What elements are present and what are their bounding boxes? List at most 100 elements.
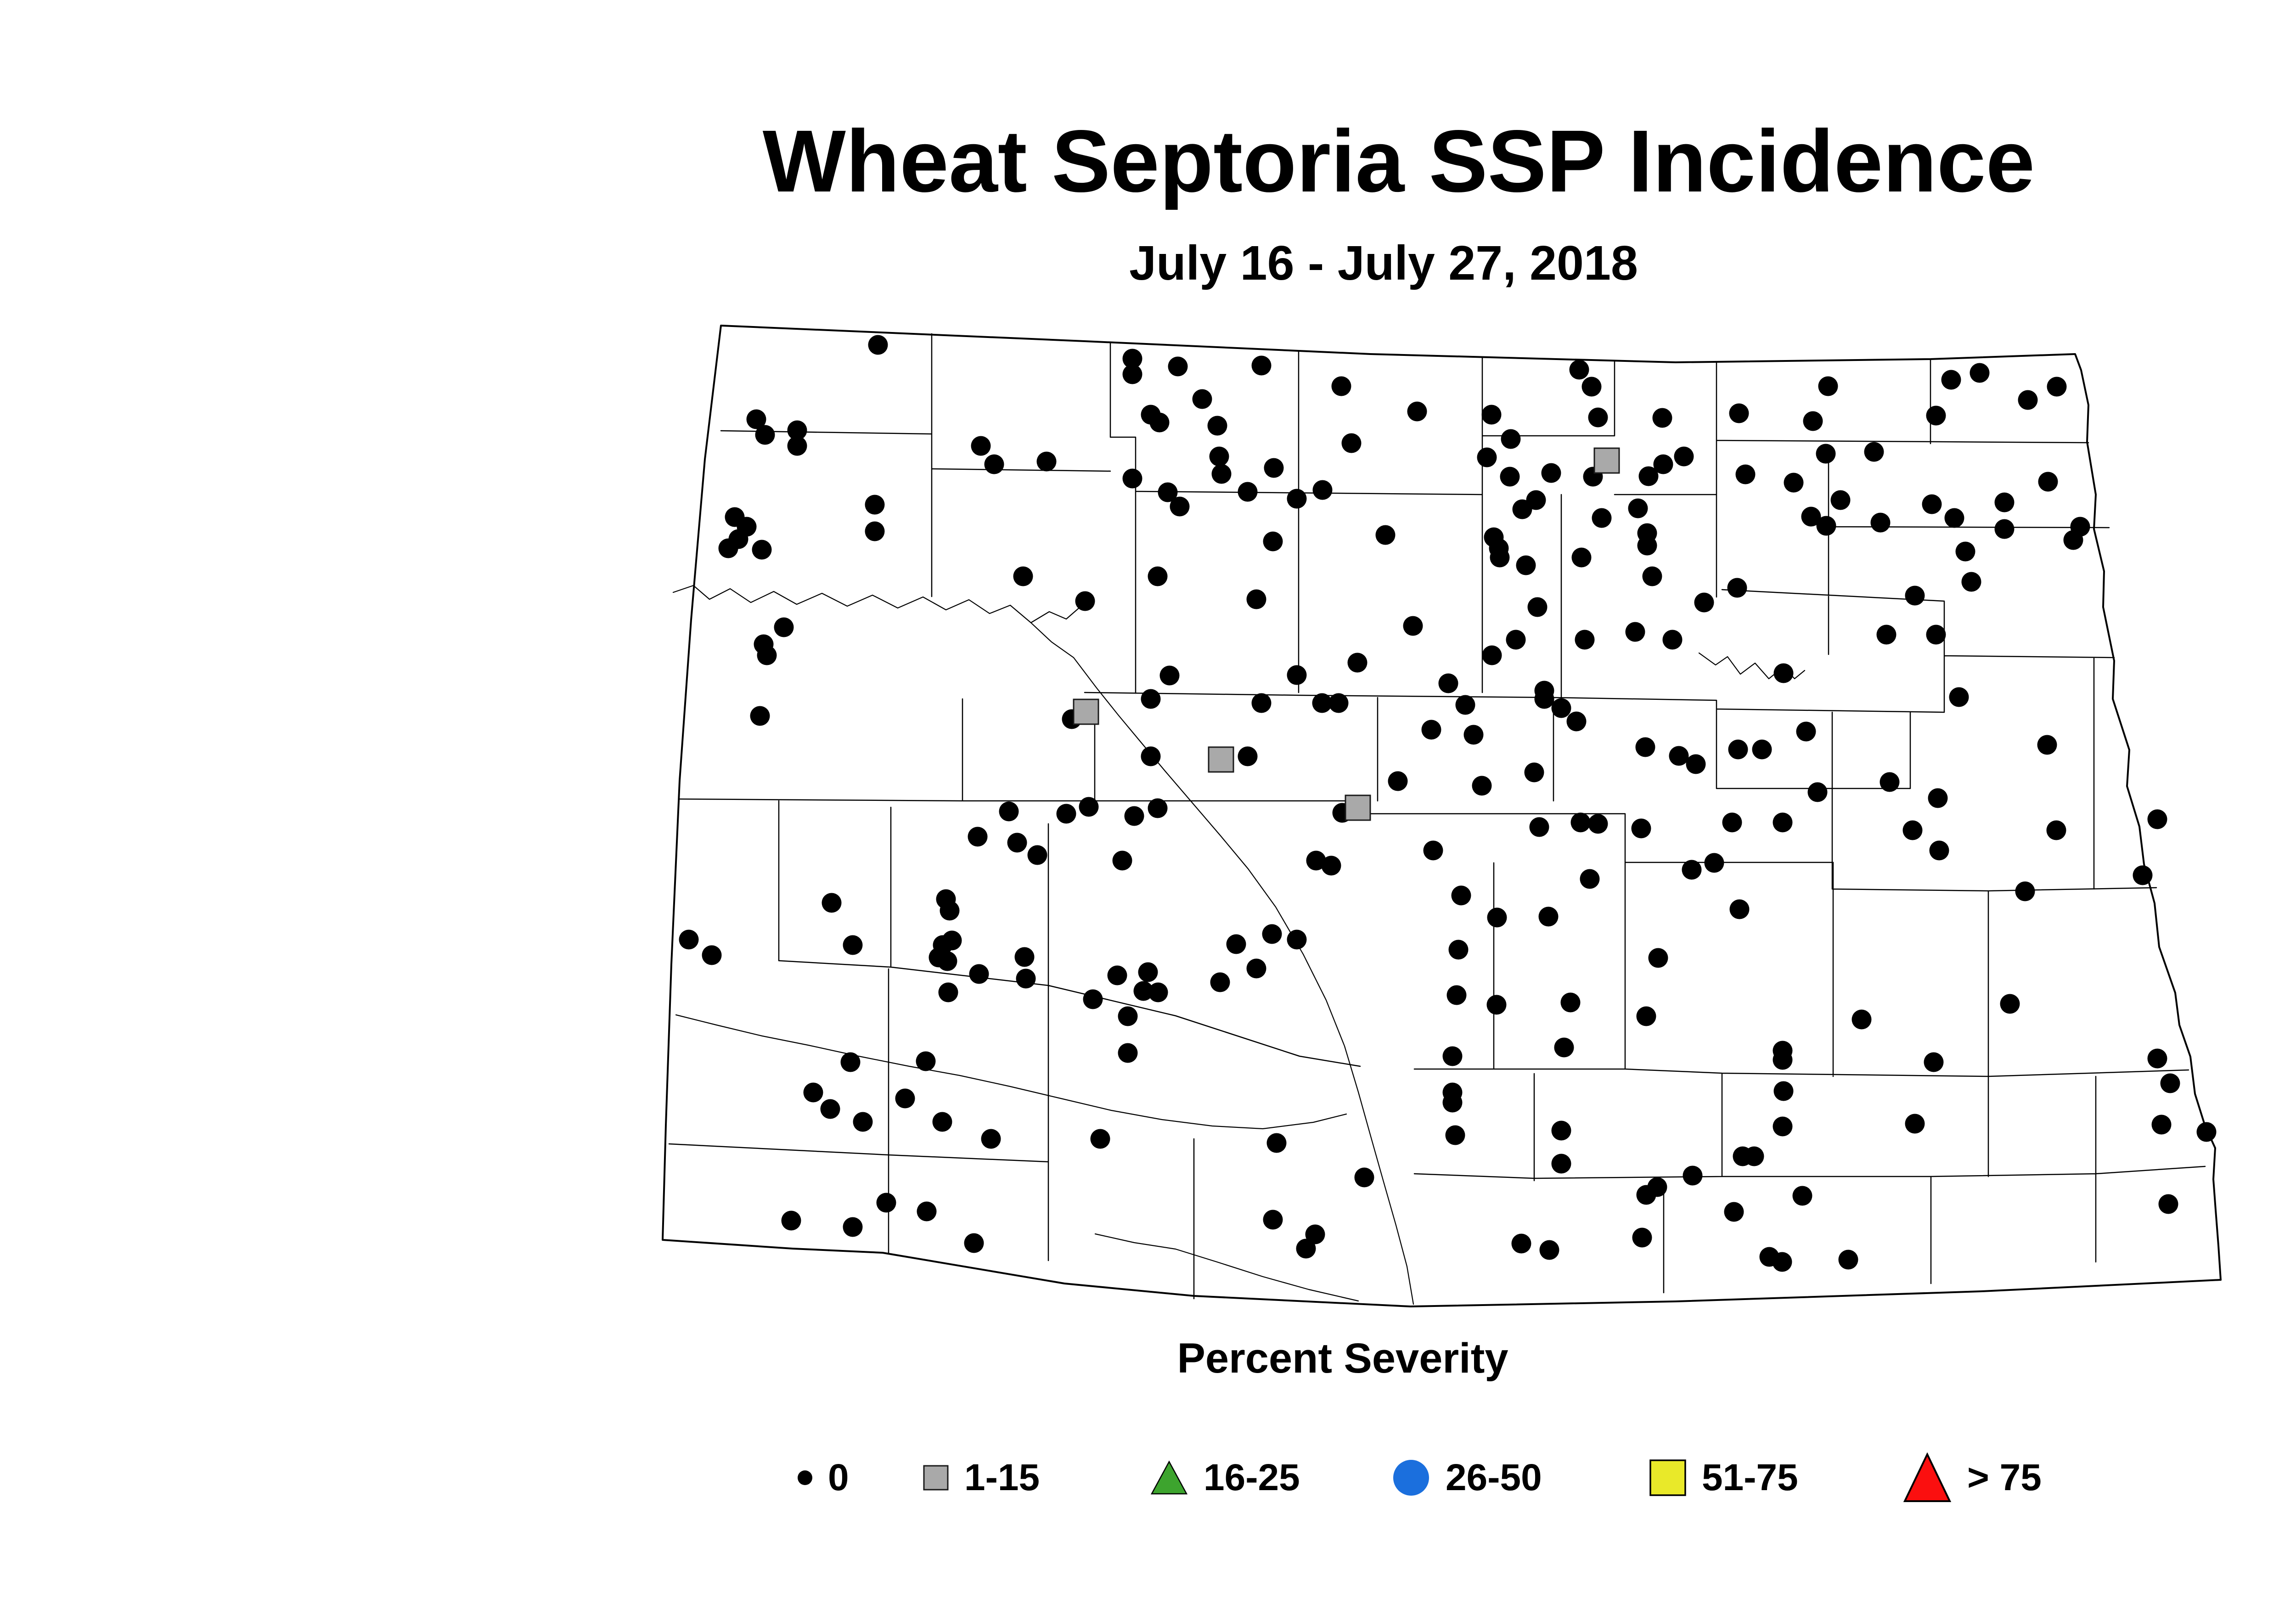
map-point-0 xyxy=(1027,845,1047,865)
map-point-0 xyxy=(1192,389,1212,409)
map-point-0 xyxy=(938,982,958,1002)
map-point-0 xyxy=(843,1217,863,1237)
map-point-0 xyxy=(1423,840,1443,861)
map-point-0 xyxy=(1722,812,1742,833)
map-point-0 xyxy=(865,495,885,515)
map-point-0 xyxy=(984,454,1004,474)
map-point-0 xyxy=(1752,739,1772,760)
map-point-0 xyxy=(1803,411,1823,431)
map-point-0 xyxy=(2151,1115,2172,1135)
map-point-0 xyxy=(718,538,738,558)
page-title: Wheat Septoria SSP Incidence xyxy=(762,112,2035,210)
map-point-0 xyxy=(1312,693,1332,713)
map-point-0 xyxy=(1569,360,1589,380)
map-point-0 xyxy=(1529,817,1549,837)
map-point-0 xyxy=(702,945,722,965)
map-point-0 xyxy=(1926,405,1946,426)
legend-item-51-75: 51-75 xyxy=(1649,1459,1798,1497)
map-point-0 xyxy=(1321,856,1341,876)
map-point-0 xyxy=(932,1112,952,1132)
map-point-0 xyxy=(1238,746,1258,766)
map-point-0 xyxy=(1674,446,1694,467)
map-point-0 xyxy=(1551,698,1571,718)
map-point-0 xyxy=(1970,363,1990,383)
nd-county-map xyxy=(662,325,2222,1307)
map-point-0 xyxy=(787,420,807,440)
map-point-0 xyxy=(1331,376,1351,396)
map-point-0 xyxy=(1628,498,1648,518)
yellow-square-icon xyxy=(1649,1459,1686,1496)
map-point-0 xyxy=(1305,1224,1325,1244)
map-point-0 xyxy=(757,645,777,665)
map-point-0 xyxy=(1642,566,1662,586)
map-point-0 xyxy=(1287,489,1307,509)
map-point-0 xyxy=(843,935,863,955)
map-point-0 xyxy=(1438,673,1458,693)
map-point-0 xyxy=(1669,746,1689,766)
map-point-0 xyxy=(1455,695,1475,715)
map-point-0 xyxy=(1122,364,1142,384)
map-point-0 xyxy=(1122,349,1142,369)
map-point-0 xyxy=(1490,547,1510,568)
map-point-0 xyxy=(1851,1009,1872,1030)
map-point-0 xyxy=(1403,616,1423,636)
map-point-0 xyxy=(1928,788,1948,808)
map-point-0 xyxy=(1575,630,1595,650)
map-point-0 xyxy=(2037,735,2057,755)
map-point-0 xyxy=(2046,820,2066,840)
map-point-0 xyxy=(1207,416,1227,436)
map-point-0 xyxy=(1864,442,1884,462)
map-point-0 xyxy=(1487,907,1507,928)
map-point-0 xyxy=(1014,947,1035,967)
map-point-0 xyxy=(1541,463,1561,483)
map-point-0 xyxy=(1149,412,1170,433)
map-point-0 xyxy=(1506,630,1526,650)
legend-label: > 75 xyxy=(1967,1457,2042,1498)
map-point-0 xyxy=(1056,804,1076,824)
map-point-0 xyxy=(1635,737,1655,757)
map-point-115 xyxy=(1073,698,1099,725)
map-point-0 xyxy=(895,1088,915,1109)
legend-item-1-15: 1-15 xyxy=(923,1459,1040,1497)
map-point-0 xyxy=(1838,1250,1858,1270)
map-point-0 xyxy=(1170,496,1190,517)
map-point-0 xyxy=(1251,693,1272,713)
map-point-0 xyxy=(820,1099,840,1119)
map-point-0 xyxy=(1784,473,1804,493)
map-point-0 xyxy=(1949,687,1969,707)
gray-square-icon xyxy=(923,1465,949,1491)
map-point-0 xyxy=(1830,490,1851,510)
map-point-0 xyxy=(1994,492,2015,512)
map-point-0 xyxy=(1566,711,1587,732)
map-point-0 xyxy=(1816,516,1836,536)
map-point-115 xyxy=(1345,794,1371,821)
map-point-0 xyxy=(853,1112,873,1132)
map-point-0 xyxy=(1238,482,1258,502)
map-point-0 xyxy=(916,1051,936,1071)
map-point-0 xyxy=(1296,1238,1316,1259)
map-point-0 xyxy=(1534,689,1554,709)
map-point-0 xyxy=(1729,403,1749,423)
map-point-0 xyxy=(1375,525,1396,545)
map-point-0 xyxy=(1905,1114,1925,1134)
map-point-0 xyxy=(2160,1073,2180,1093)
map-point-0 xyxy=(876,1193,896,1213)
map-point-0 xyxy=(940,901,960,921)
map-point-0 xyxy=(1421,720,1441,740)
map-point-0 xyxy=(2147,809,2167,829)
map-point-0 xyxy=(1075,591,1095,611)
legend-item-16-25: 16-25 xyxy=(1150,1459,1300,1497)
map-point-0 xyxy=(1818,376,1838,396)
map-point-0 xyxy=(1407,401,1427,422)
map-point-0 xyxy=(1551,1154,1571,1174)
legend-label: 1-15 xyxy=(964,1457,1040,1498)
map-point-0 xyxy=(1341,433,1362,453)
map-point-0 xyxy=(1625,622,1645,642)
map-point-0 xyxy=(774,617,794,637)
map-point-0 xyxy=(1445,1125,1465,1145)
map-point-0 xyxy=(1571,547,1592,568)
map-point-0 xyxy=(1016,968,1036,989)
map-point-0 xyxy=(1138,962,1158,982)
map-point-0 xyxy=(1306,850,1326,871)
map-point-0 xyxy=(1539,1240,1559,1260)
